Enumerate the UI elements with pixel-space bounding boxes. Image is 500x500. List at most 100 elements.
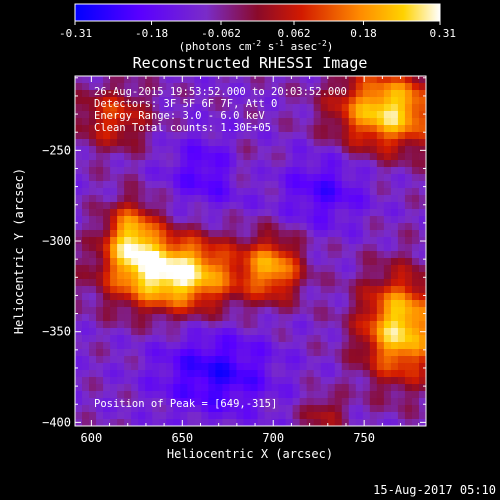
heatmap-cell (341, 188, 350, 196)
heatmap-cell (215, 328, 223, 336)
heatmap-cell (397, 349, 406, 357)
heatmap-cell (355, 153, 364, 161)
heatmap-cell (124, 188, 132, 196)
heatmap-cell (89, 279, 97, 287)
heatmap-cell (313, 286, 322, 294)
heatmap-cell (229, 90, 237, 98)
heatmap-cell (222, 272, 230, 280)
heatmap-cell (299, 146, 308, 154)
heatmap-cell (348, 384, 357, 392)
heatmap-cell (334, 272, 343, 280)
heatmap-cell (173, 314, 181, 322)
heatmap-cell (306, 160, 315, 168)
heatmap-cell (250, 370, 258, 378)
heatmap-cell (103, 342, 111, 350)
heatmap-cell (390, 132, 399, 140)
heatmap-cell (89, 265, 97, 273)
heatmap-cell (404, 349, 413, 357)
heatmap-cell (292, 90, 301, 98)
heatmap-cell (418, 118, 426, 126)
heatmap-cell (320, 405, 329, 413)
heatmap-cell (362, 279, 371, 287)
heatmap-cell (250, 139, 258, 147)
heatmap-cell (75, 174, 83, 182)
heatmap-cell (124, 328, 132, 336)
heatmap-cell (82, 251, 90, 259)
heatmap-cell (236, 181, 244, 189)
heatmap-cell (152, 111, 160, 119)
heatmap-cell (383, 97, 392, 105)
heatmap-cell (159, 202, 167, 210)
heatmap-cell (348, 132, 357, 140)
heatmap-cell (173, 83, 181, 91)
heatmap-cell (187, 244, 195, 252)
heatmap-cell (159, 419, 167, 426)
heatmap-cell (404, 370, 413, 378)
heatmap-cell (208, 174, 216, 182)
heatmap-cell (404, 139, 413, 147)
heatmap-cell (341, 377, 350, 385)
heatmap-cell (313, 272, 322, 280)
heatmap-cell (229, 76, 237, 84)
heatmap-cell (124, 209, 132, 217)
heatmap-cell (201, 307, 209, 315)
heatmap-cell (82, 279, 90, 287)
heatmap-cell (194, 314, 202, 322)
heatmap-cell (257, 90, 265, 98)
heatmap-cell (278, 160, 286, 168)
heatmap-cell (306, 377, 315, 385)
heatmap-cell (159, 384, 167, 392)
heatmap-cell (159, 125, 167, 133)
heatmap-cell (362, 118, 371, 126)
heatmap-cell (313, 419, 322, 426)
heatmap-cell (341, 160, 350, 168)
heatmap-cell (124, 300, 132, 308)
heatmap-cell (166, 286, 174, 294)
heatmap-cell (411, 167, 420, 175)
heatmap-cell (250, 209, 258, 217)
heatmap-cell (341, 398, 350, 406)
heatmap-cell (194, 412, 202, 420)
heatmap-cell (278, 90, 286, 98)
heatmap-cell (285, 405, 294, 413)
heatmap-cell (264, 83, 272, 91)
heatmap-cell (257, 125, 265, 133)
heatmap-cell (285, 209, 294, 217)
heatmap-cell (320, 321, 329, 329)
heatmap-cell (180, 363, 188, 371)
heatmap-cell (131, 230, 139, 238)
heatmap-cell (341, 125, 350, 133)
heatmap-cell (390, 412, 399, 420)
heatmap-cell (173, 293, 181, 301)
heatmap-cell (348, 300, 357, 308)
heatmap-cell (348, 356, 357, 364)
heatmap-cell (89, 209, 97, 217)
heatmap-cell (187, 160, 195, 168)
heatmap-cell (355, 279, 364, 287)
heatmap-cell (383, 132, 392, 140)
heatmap-cell (110, 118, 118, 126)
heatmap-cell (159, 279, 167, 287)
heatmap-cell (369, 174, 378, 182)
heatmap-cell (334, 160, 343, 168)
heatmap-cell (271, 76, 279, 84)
heatmap-cell (194, 265, 202, 273)
heatmap-cell (75, 111, 83, 119)
heatmap-cell (222, 83, 230, 91)
heatmap-cell (327, 398, 336, 406)
heatmap-cell (131, 342, 139, 350)
heatmap-cell (271, 272, 279, 280)
heatmap-cell (292, 398, 301, 406)
heatmap-cell (383, 370, 392, 378)
heatmap-cell (75, 202, 83, 210)
heatmap-cell (334, 398, 343, 406)
heatmap-cell (355, 307, 364, 315)
heatmap-cell (306, 251, 315, 259)
heatmap-cell (173, 265, 181, 273)
heatmap-cell (208, 125, 216, 133)
heatmap-cell (383, 202, 392, 210)
heatmap-cell (194, 356, 202, 364)
heatmap-cell (320, 363, 329, 371)
heatmap-cell (194, 160, 202, 168)
heatmap-cell (418, 76, 426, 84)
